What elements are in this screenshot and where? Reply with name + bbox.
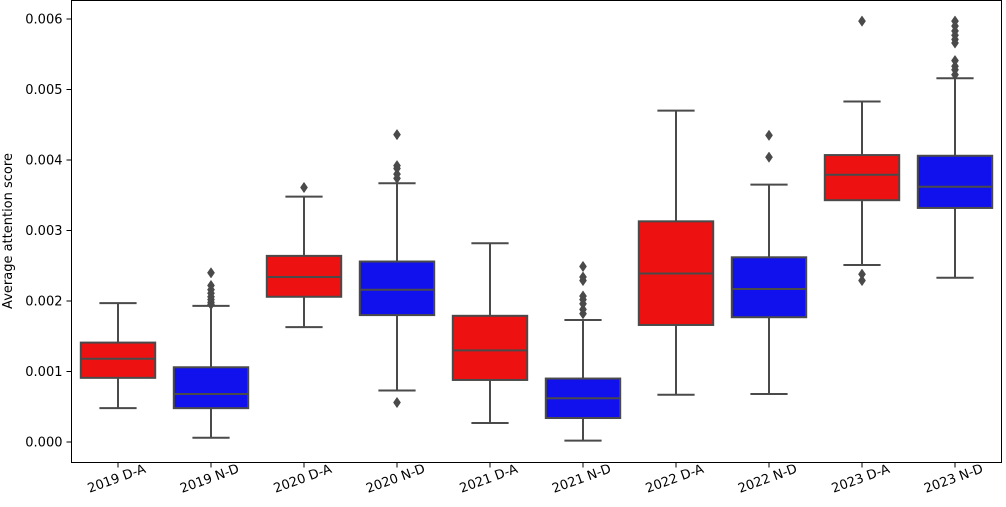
y-tick-label: 0.006 [25, 13, 62, 28]
x-tick-label: 2020 N-D [364, 462, 427, 497]
box-group [637, 109, 715, 396]
outlier-point [765, 129, 773, 141]
box-group [451, 242, 529, 424]
box-group [172, 267, 250, 439]
box-iqr [916, 154, 994, 209]
box-iqr [823, 154, 901, 202]
box-iqr [451, 314, 529, 381]
x-tick-label: 2023 N-D [922, 462, 985, 497]
x-tick-label: 2021 N-D [550, 462, 613, 497]
outlier-point [951, 54, 959, 67]
outlier-point [765, 151, 773, 163]
outlier-point [579, 290, 587, 302]
box-group [823, 15, 901, 287]
x-tick-label: 2020 D-A [272, 462, 334, 497]
y-tick-label: 0.002 [25, 295, 62, 310]
box-group [916, 15, 994, 279]
outlier-point [579, 260, 587, 273]
y-axis-label: Average attention score [1, 153, 16, 309]
y-tick-label: 0.000 [25, 436, 62, 451]
outlier-point [393, 128, 401, 141]
y-tick-label: 0.003 [25, 224, 62, 239]
x-tick-label: 2023 D-A [830, 462, 892, 497]
x-axis: 2019 D-A 2019 N-D 2020 D-A 2020 N-D 2021 D-A… [86, 462, 986, 497]
outlier-point [393, 396, 401, 409]
box-iqr [79, 341, 157, 379]
outlier-point [858, 268, 866, 280]
outlier-point [207, 267, 215, 279]
box-group [730, 129, 808, 396]
outlier-point [858, 274, 866, 287]
y-axis: 0.000 0.001 0.002 0.003 0.004 0.005 0.006 [25, 13, 72, 451]
box-iqr [358, 260, 436, 317]
outlier-point [858, 15, 866, 27]
box-series [79, 15, 994, 442]
box-group [544, 260, 622, 442]
plot-frame [71, 0, 1002, 463]
outlier-point [207, 279, 215, 292]
x-tick-label: 2019 D-A [86, 462, 148, 497]
outlier-point [393, 168, 401, 180]
box-group [265, 181, 343, 329]
box-iqr [172, 366, 250, 410]
outlier-point [300, 181, 308, 194]
x-tick-label: 2021 D-A [458, 462, 520, 497]
box-group [358, 128, 436, 409]
outlier-point [951, 60, 959, 72]
y-tick-label: 0.005 [25, 83, 62, 98]
x-tick-label: 2019 N-D [178, 462, 241, 497]
box-iqr [730, 256, 808, 319]
x-tick-label: 2022 D-A [644, 462, 706, 497]
outlier-point [951, 15, 959, 27]
x-tick-label: 2022 N-D [736, 462, 799, 497]
box-group [79, 302, 157, 410]
y-tick-label: 0.004 [25, 154, 62, 169]
outlier-point [393, 160, 401, 172]
outlier-point [579, 271, 587, 283]
y-tick-label: 0.001 [25, 365, 62, 380]
outlier-point [579, 303, 587, 316]
